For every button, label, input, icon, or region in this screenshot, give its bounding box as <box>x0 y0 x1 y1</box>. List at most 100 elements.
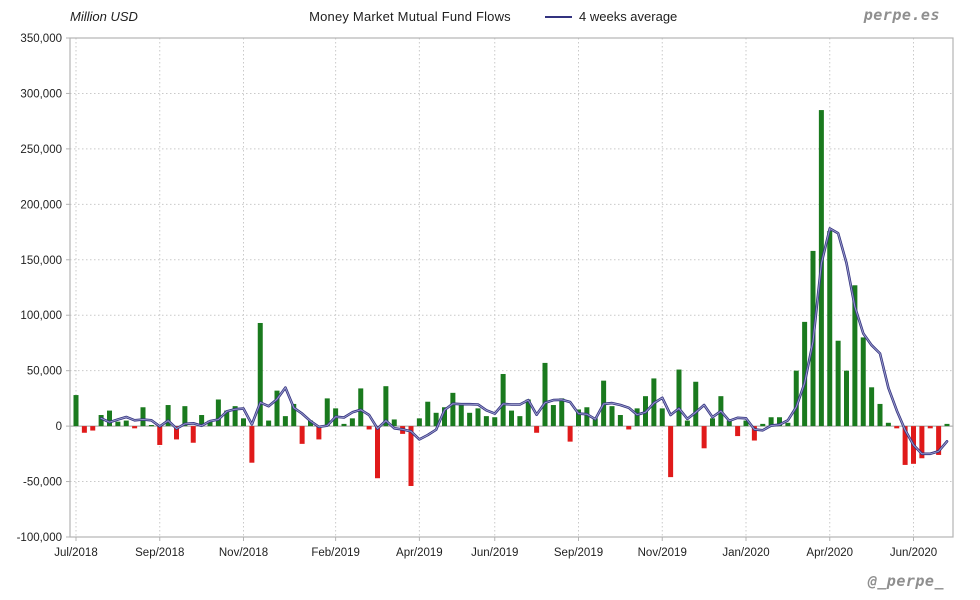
average-line-highlight <box>100 228 948 455</box>
flow-bar-negative <box>735 426 741 437</box>
legend-label: 4 weeks average <box>579 9 678 24</box>
flow-bar-positive <box>140 407 146 427</box>
flow-bar-negative <box>249 426 255 463</box>
flow-bar-positive <box>559 398 565 427</box>
flow-bar-positive <box>274 390 280 427</box>
flow-bar-positive <box>107 410 112 427</box>
flow-bar-negative <box>534 426 540 433</box>
flow-bar-positive <box>450 392 456 427</box>
x-tick-label: Nov/2018 <box>219 547 268 559</box>
flow-bar-positive <box>433 412 439 427</box>
watermark-site: perpe.es <box>863 6 940 24</box>
chart-title: Money Market Mutual Fund Flows <box>309 9 511 24</box>
flow-bar-positive <box>475 408 481 427</box>
flow-bar-positive <box>509 410 514 427</box>
flow-bar-negative <box>375 426 380 479</box>
flow-bar-positive <box>743 420 749 427</box>
flow-bar-positive <box>584 407 590 427</box>
flow-bar-positive <box>291 403 297 427</box>
flow-bar-positive <box>869 387 875 427</box>
flow-bar-positive <box>852 285 858 427</box>
flow-bar-positive <box>500 373 506 427</box>
flow-bar-positive <box>73 395 79 427</box>
x-tick-label: Jan/2020 <box>722 547 769 559</box>
flow-bar-positive <box>308 420 313 427</box>
flow-bar-negative <box>157 426 163 445</box>
flow-bar-positive <box>617 415 623 427</box>
x-tick-label: Jun/2020 <box>890 547 937 559</box>
flow-bar-positive <box>467 412 473 427</box>
flow-bar-positive <box>860 337 866 427</box>
flow-bar-negative <box>927 426 933 429</box>
flow-bar-positive <box>207 420 213 427</box>
flow-bar-positive <box>793 370 799 427</box>
flow-bar-negative <box>567 426 573 442</box>
flow-bar-negative <box>366 426 372 430</box>
flow-bar-negative <box>668 426 674 478</box>
flow-bar-negative <box>919 426 925 459</box>
flow-bar-positive <box>885 422 891 427</box>
flow-bar-positive <box>341 423 347 427</box>
y-tick-label: -100,000 <box>17 532 62 544</box>
flow-bar-positive <box>877 403 883 427</box>
flow-bar-positive <box>416 418 422 427</box>
flow-bar-positive <box>123 420 129 427</box>
flow-bar-positive <box>693 381 699 427</box>
y-tick-label: 250,000 <box>20 144 62 156</box>
flow-bar-positive <box>802 321 808 427</box>
flow-bar-positive <box>827 230 833 427</box>
flow-bar-positive <box>182 406 188 427</box>
flow-bar-positive <box>550 405 556 427</box>
flow-bar-negative <box>190 426 196 443</box>
flow-bar-positive <box>844 370 849 427</box>
flow-bar-positive <box>224 410 230 427</box>
flow-bar-positive <box>726 420 732 427</box>
flow-bar-positive <box>760 423 766 427</box>
flow-bar-positive <box>383 386 389 427</box>
flow-bar-negative <box>408 426 414 486</box>
flow-bar-negative <box>132 426 138 429</box>
x-tick-label: Sep/2019 <box>554 547 603 559</box>
flow-bar-positive <box>659 408 665 427</box>
x-tick-label: Apr/2020 <box>806 547 853 559</box>
flow-bar-positive <box>324 398 330 427</box>
flow-bar-positive <box>777 417 782 427</box>
y-tick-label: 0 <box>56 421 62 433</box>
flow-bar-negative <box>751 426 757 441</box>
flow-bar-positive <box>542 362 548 427</box>
flow-bar-positive <box>199 415 205 427</box>
flow-bar-positive <box>442 407 447 427</box>
flow-bar-negative <box>316 426 322 440</box>
flow-bar-positive <box>785 422 791 427</box>
flow-bar-negative <box>701 426 707 449</box>
flow-bar-positive <box>592 418 598 427</box>
flow-bar-positive <box>391 419 397 427</box>
y-tick-label: 200,000 <box>20 199 62 211</box>
flow-bar-negative <box>626 426 632 430</box>
flow-bar-positive <box>349 418 355 427</box>
x-tick-label: Jun/2019 <box>471 547 518 559</box>
flow-bar-positive <box>835 340 841 427</box>
flow-bar-positive <box>492 417 498 427</box>
y-tick-label: 350,000 <box>20 33 62 45</box>
flow-bar-positive <box>282 416 288 427</box>
flow-bar-positive <box>634 408 640 427</box>
flow-bar-positive <box>609 406 615 427</box>
flow-bar-negative <box>894 426 900 429</box>
flow-bar-positive <box>458 403 464 427</box>
flow-bar-positive <box>215 399 221 427</box>
x-tick-label: Nov/2019 <box>638 547 687 559</box>
flow-bar-positive <box>257 322 263 427</box>
y-tick-label: -50,000 <box>23 477 62 489</box>
flow-bar-positive <box>684 420 690 427</box>
y-tick-label: 150,000 <box>20 255 62 267</box>
x-tick-label: Sep/2018 <box>135 547 184 559</box>
flow-bar-positive <box>115 421 121 427</box>
x-tick-label: Apr/2019 <box>396 547 443 559</box>
flow-bar-negative <box>81 426 87 433</box>
flow-bar-positive <box>232 406 238 427</box>
y-tick-label: 300,000 <box>20 88 62 100</box>
x-tick-label: Jul/2018 <box>54 547 97 559</box>
